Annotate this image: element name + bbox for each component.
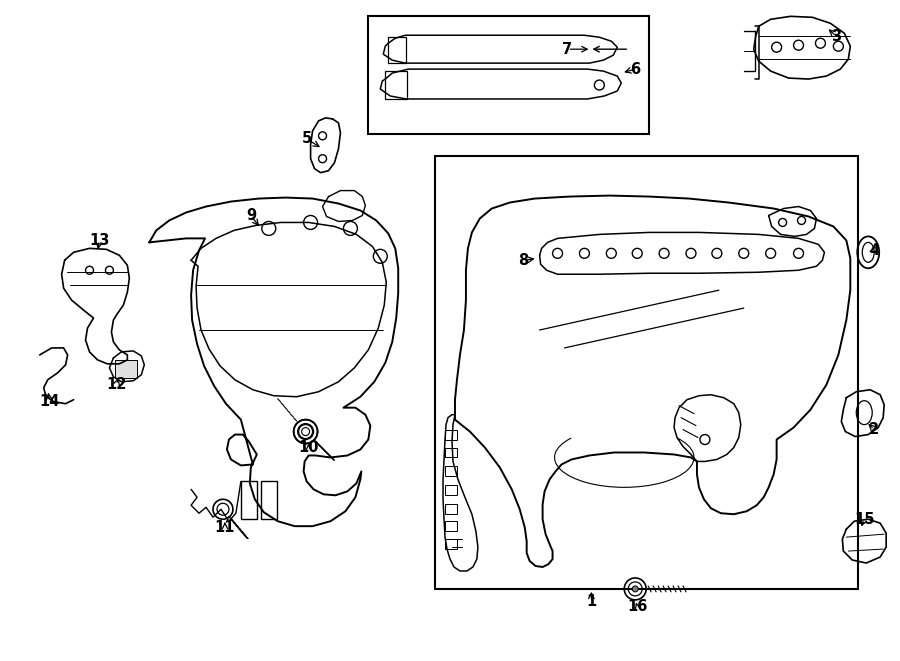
Bar xyxy=(241,481,256,519)
Bar xyxy=(388,37,406,63)
Text: 14: 14 xyxy=(40,394,60,409)
Text: 15: 15 xyxy=(854,512,875,527)
Bar xyxy=(445,485,457,495)
Text: 7: 7 xyxy=(562,42,572,57)
Bar xyxy=(115,360,138,378)
Bar xyxy=(445,521,457,531)
Text: 10: 10 xyxy=(298,440,319,455)
Bar xyxy=(385,71,407,99)
Text: 13: 13 xyxy=(89,233,110,248)
Circle shape xyxy=(632,586,638,592)
Text: 16: 16 xyxy=(627,600,647,614)
Text: 1: 1 xyxy=(586,594,597,609)
Text: 6: 6 xyxy=(630,61,640,77)
Bar xyxy=(445,447,457,457)
Bar xyxy=(261,481,276,519)
Text: 9: 9 xyxy=(246,208,256,223)
Text: 11: 11 xyxy=(215,520,235,535)
Text: 12: 12 xyxy=(106,377,127,392)
Bar xyxy=(368,17,649,134)
Text: 8: 8 xyxy=(518,253,529,268)
Text: 5: 5 xyxy=(302,132,311,146)
Text: 4: 4 xyxy=(869,243,879,258)
Bar xyxy=(445,430,457,440)
Bar xyxy=(445,467,457,477)
Bar xyxy=(445,539,457,549)
Text: 2: 2 xyxy=(869,422,879,437)
Text: 3: 3 xyxy=(832,28,842,44)
Bar xyxy=(435,156,859,589)
Bar xyxy=(445,504,457,514)
